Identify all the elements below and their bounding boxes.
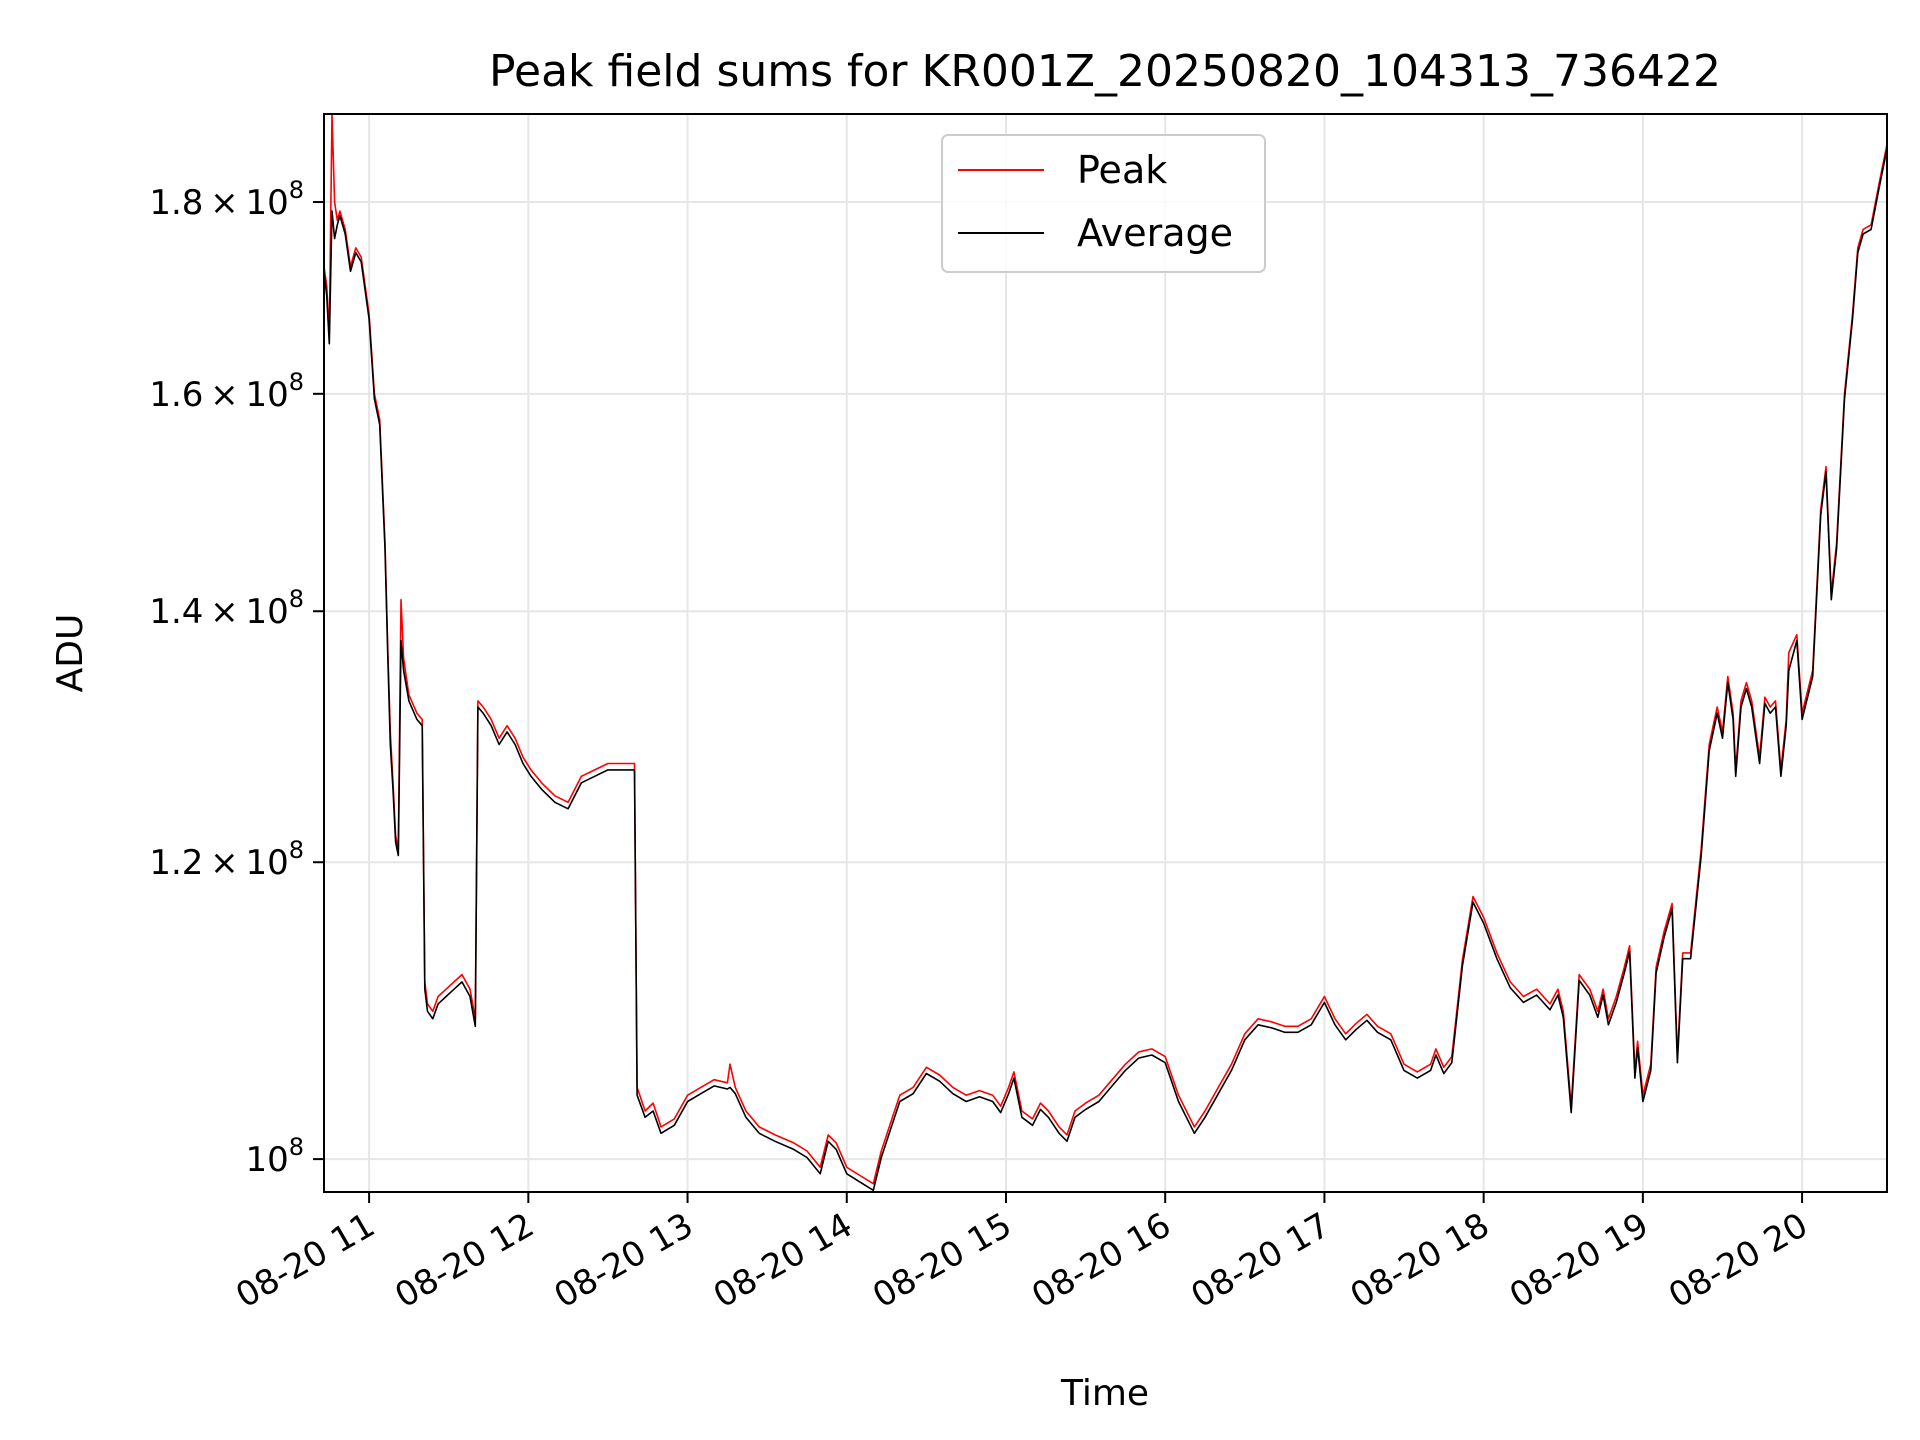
y-tick-label: 1.6 × 108 bbox=[149, 368, 304, 415]
series-line-average bbox=[324, 147, 1887, 1192]
y-tick-exponent: 8 bbox=[289, 1133, 304, 1161]
plot-lines bbox=[324, 114, 1887, 1192]
y-tick-base: 1.6 × 10 bbox=[149, 375, 288, 415]
axes-frame bbox=[323, 113, 1888, 1193]
y-tick-label: 108 bbox=[245, 1133, 304, 1180]
y-axis-label: ADU bbox=[50, 614, 91, 693]
series-line-peak bbox=[324, 114, 1887, 1185]
x-axis-label: Time bbox=[1060, 1373, 1149, 1414]
y-tick-label: 1.8 × 108 bbox=[149, 176, 304, 223]
legend-label-peak: Peak bbox=[1077, 148, 1167, 192]
y-tick-exponent: 8 bbox=[289, 368, 304, 396]
legend-label-average: Average bbox=[1077, 211, 1233, 255]
y-tick-label: 1.4 × 108 bbox=[149, 585, 304, 632]
y-tick-base: 10 bbox=[245, 1140, 288, 1180]
y-tick-base: 1.8 × 10 bbox=[149, 183, 288, 223]
y-tick-base: 1.4 × 10 bbox=[149, 592, 288, 632]
y-tick-exponent: 8 bbox=[289, 836, 304, 864]
y-tick-exponent: 8 bbox=[289, 176, 304, 204]
y-tick-base: 1.2 × 10 bbox=[149, 843, 288, 883]
legend: Peak Average bbox=[941, 134, 1266, 273]
y-tick-exponent: 8 bbox=[289, 585, 304, 613]
y-tick-label: 1.2 × 108 bbox=[149, 836, 304, 883]
chart-title: Peak field sums for KR001Z_20250820_1043… bbox=[489, 46, 1721, 97]
